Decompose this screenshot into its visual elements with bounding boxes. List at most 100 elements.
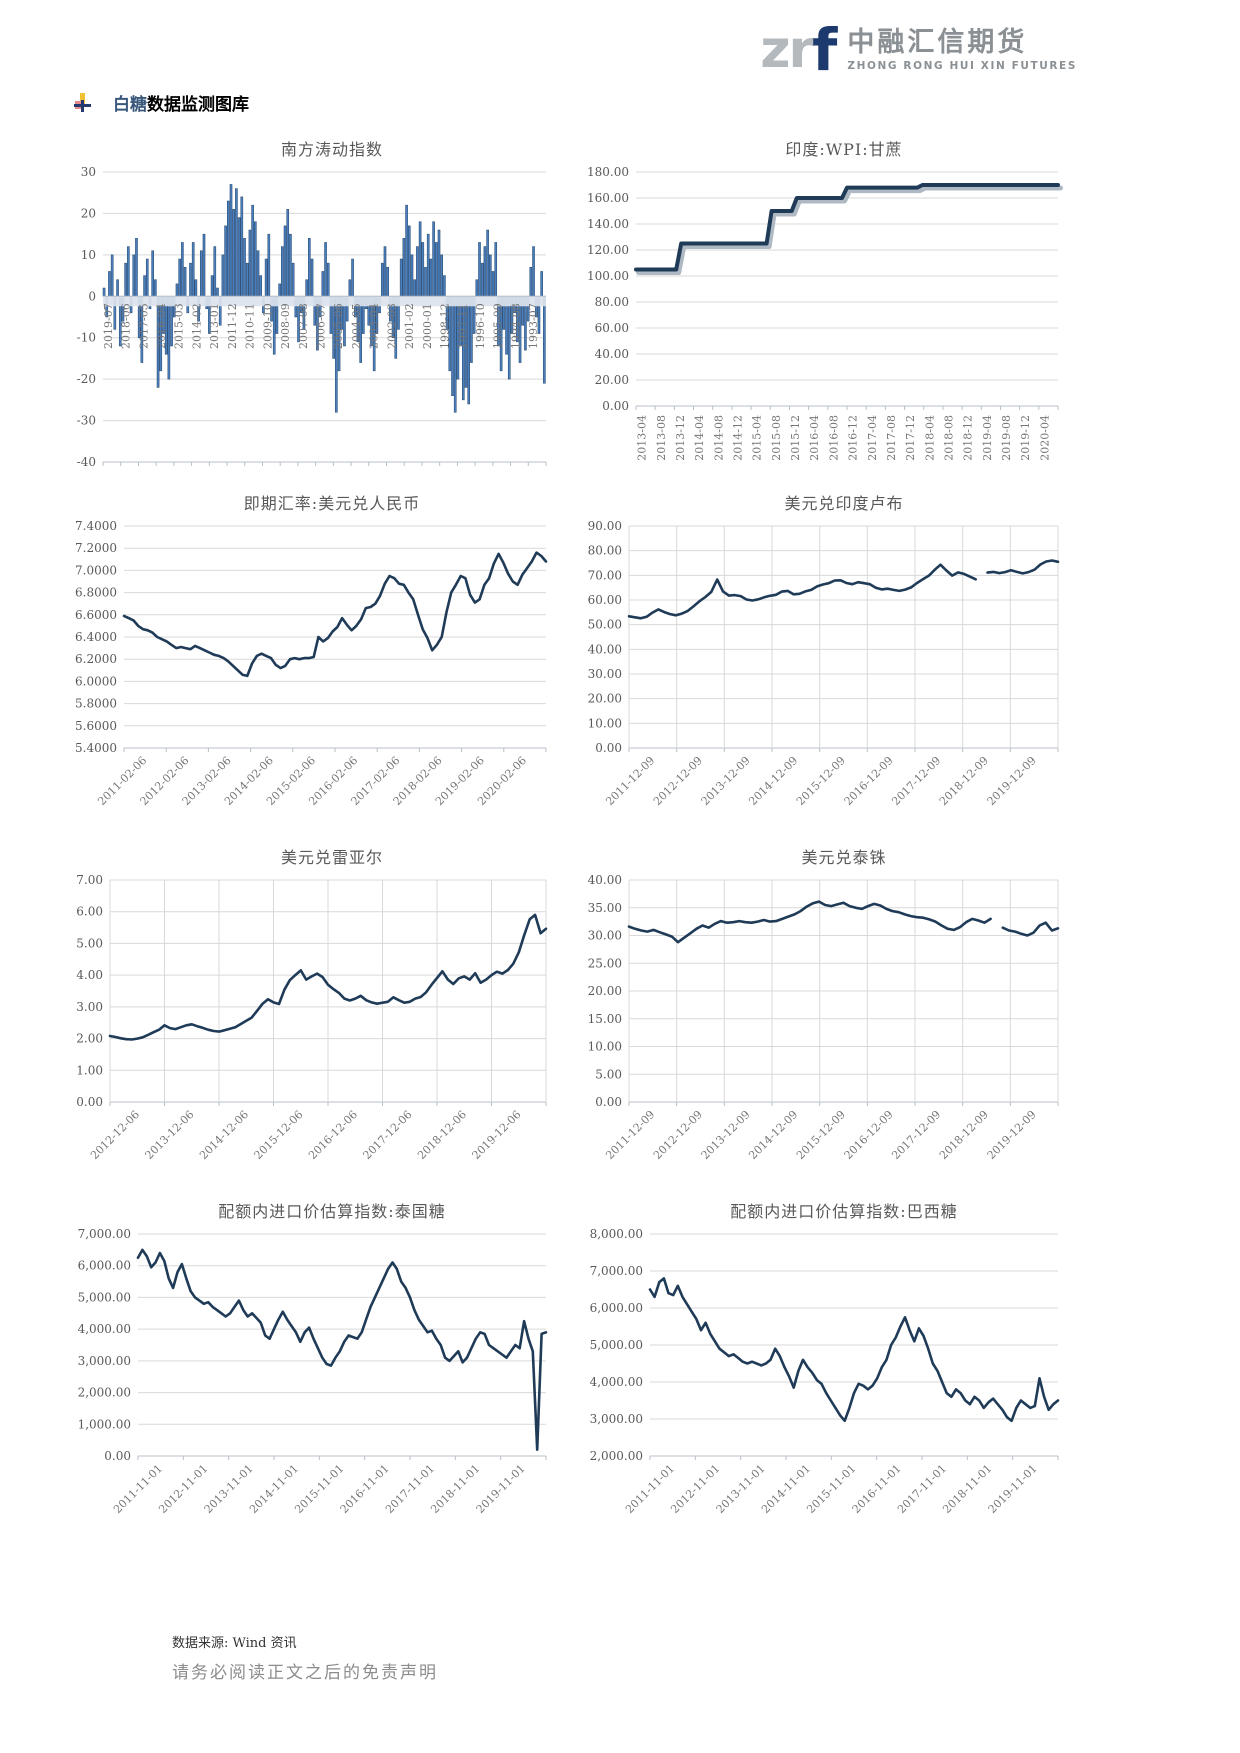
svg-text:2017-05: 2017-05 bbox=[137, 303, 150, 349]
chart-title: 印度:WPI:甘蔗 bbox=[785, 140, 903, 159]
chart-southern-oscillation-index: 南方涛动指数 30 20 10 0 -10 -20 -30 -40 2019-07 2018-06… bbox=[68, 134, 556, 478]
svg-text:2020-04: 2020-04 bbox=[1038, 415, 1051, 461]
page-title-highlight: 白糖 bbox=[113, 95, 147, 115]
svg-text:2013-12: 2013-12 bbox=[674, 415, 687, 461]
svg-text:7.2000: 7.2000 bbox=[75, 541, 117, 555]
svg-text:2003-04: 2003-04 bbox=[368, 303, 381, 349]
svg-text:2019-04: 2019-04 bbox=[981, 415, 994, 461]
svg-text:2019-12-09: 2019-12-09 bbox=[985, 754, 1039, 808]
chart-thai-sugar-plot: 7,000.00 6,000.00 5,000.00 4,000.00 3,000.00… bbox=[78, 1227, 548, 1516]
svg-text:-20: -20 bbox=[77, 372, 96, 386]
svg-text:1996-10: 1996-10 bbox=[474, 303, 487, 349]
svg-text:2013-08: 2013-08 bbox=[655, 415, 668, 461]
svg-text:2007-08: 2007-08 bbox=[297, 303, 310, 349]
svg-text:10: 10 bbox=[81, 248, 96, 262]
svg-text:2012-12-06: 2012-12-06 bbox=[88, 1108, 142, 1162]
svg-text:2019-07: 2019-07 bbox=[102, 303, 115, 349]
svg-text:0.00: 0.00 bbox=[104, 1449, 131, 1463]
svg-text:2018-12-06: 2018-12-06 bbox=[415, 1108, 469, 1162]
svg-text:2014-12-09: 2014-12-09 bbox=[746, 1108, 800, 1162]
svg-text:8,000.00: 8,000.00 bbox=[590, 1227, 643, 1241]
svg-text:1998-12: 1998-12 bbox=[439, 303, 452, 349]
svg-text:3,000.00: 3,000.00 bbox=[78, 1354, 131, 1368]
svg-text:1993-07: 1993-07 bbox=[527, 303, 540, 349]
svg-text:2006-07: 2006-07 bbox=[315, 303, 328, 349]
svg-text:2018-06: 2018-06 bbox=[120, 303, 133, 349]
chart-usd-cny: 即期汇率:美元兑人民币 7.4000 7.2000 7.0000 6.8000 6.60… bbox=[68, 488, 556, 832]
svg-text:6,000.00: 6,000.00 bbox=[78, 1259, 131, 1273]
svg-text:2014-02: 2014-02 bbox=[190, 303, 203, 349]
svg-text:2018-08: 2018-08 bbox=[943, 415, 956, 461]
svg-text:40.00: 40.00 bbox=[588, 642, 622, 656]
svg-text:4.00: 4.00 bbox=[76, 968, 103, 982]
svg-text:2013-12-09: 2013-12-09 bbox=[699, 1108, 753, 1162]
svg-text:2015-08: 2015-08 bbox=[770, 415, 783, 461]
svg-text:25.00: 25.00 bbox=[588, 956, 622, 970]
svg-text:10.00: 10.00 bbox=[588, 1040, 622, 1054]
svg-text:15.00: 15.00 bbox=[588, 1012, 622, 1026]
svg-text:30: 30 bbox=[81, 165, 96, 179]
svg-text:0.00: 0.00 bbox=[595, 741, 622, 755]
svg-text:2019-12: 2019-12 bbox=[1019, 415, 1032, 461]
chart-usd-inr: 美元兑印度卢布 90.00 80.00 70.00 60.00 50.00 40.00 30… bbox=[580, 488, 1068, 832]
svg-text:2016-04: 2016-04 bbox=[808, 415, 821, 461]
svg-text:5.00: 5.00 bbox=[76, 936, 103, 950]
svg-text:80.00: 80.00 bbox=[588, 544, 622, 558]
svg-text:6.00: 6.00 bbox=[76, 905, 103, 919]
svg-text:2015-12: 2015-12 bbox=[789, 415, 802, 461]
svg-text:0.00: 0.00 bbox=[602, 399, 629, 413]
svg-text:2011-12-09: 2011-12-09 bbox=[603, 754, 657, 808]
svg-text:7.00: 7.00 bbox=[76, 873, 103, 887]
svg-text:2004-05: 2004-05 bbox=[350, 303, 363, 349]
svg-text:90.00: 90.00 bbox=[588, 519, 622, 533]
svg-text:1997-11: 1997-11 bbox=[456, 303, 469, 349]
svg-text:2014-12-09: 2014-12-09 bbox=[746, 754, 800, 808]
svg-text:2008-09: 2008-09 bbox=[279, 303, 292, 349]
svg-text:5.6000: 5.6000 bbox=[75, 719, 117, 733]
svg-text:2017-12-09: 2017-12-09 bbox=[889, 1108, 943, 1162]
chart-brazil-sugar-import-index: 配额内进口价估算指数:巴西糖 8,000.00 7,000.00 6,000.00 5… bbox=[580, 1196, 1068, 1540]
svg-text:2001-02: 2001-02 bbox=[403, 303, 416, 349]
svg-text:6.6000: 6.6000 bbox=[75, 608, 117, 622]
chart-title: 美元兑印度卢布 bbox=[784, 494, 904, 513]
company-name-en: ZHONG RONG HUI XIN FUTURES bbox=[847, 59, 1077, 72]
svg-text:7,000.00: 7,000.00 bbox=[78, 1227, 131, 1241]
svg-text:2016-12-09: 2016-12-09 bbox=[842, 1108, 896, 1162]
svg-text:3.00: 3.00 bbox=[76, 1000, 103, 1014]
chart-title: 即期汇率:美元兑人民币 bbox=[243, 494, 421, 513]
svg-text:1995-09: 1995-09 bbox=[492, 303, 505, 349]
svg-text:2018-04: 2018-04 bbox=[923, 415, 936, 461]
svg-text:1,000.00: 1,000.00 bbox=[78, 1417, 131, 1431]
svg-text:60.00: 60.00 bbox=[588, 593, 622, 607]
svg-text:5,000.00: 5,000.00 bbox=[78, 1290, 131, 1304]
svg-text:2018-12-09: 2018-12-09 bbox=[937, 1108, 991, 1162]
svg-text:5.4000: 5.4000 bbox=[75, 741, 117, 755]
svg-text:2011-12: 2011-12 bbox=[226, 303, 239, 349]
svg-text:2016-08: 2016-08 bbox=[827, 415, 840, 461]
chart-title: 配额内进口价估算指数:泰国糖 bbox=[218, 1202, 446, 1221]
svg-text:7.4000: 7.4000 bbox=[75, 519, 117, 533]
svg-text:6.8000: 6.8000 bbox=[75, 586, 117, 600]
chart-usd-brl-plot: 7.00 6.00 5.00 4.00 3.00 2.00 1.00 0.002012-12-… bbox=[76, 873, 548, 1162]
svg-text:2012-12-09: 2012-12-09 bbox=[651, 1108, 705, 1162]
data-source-note: 数据来源: Wind 资讯 bbox=[172, 1636, 297, 1651]
svg-text:0.00: 0.00 bbox=[76, 1095, 103, 1109]
svg-text:4,000.00: 4,000.00 bbox=[590, 1375, 643, 1389]
list-bullet-icon bbox=[74, 92, 91, 113]
svg-text:2019-11-01: 2019-11-01 bbox=[986, 1462, 1040, 1516]
chart-title: 南方涛动指数 bbox=[280, 140, 383, 159]
svg-text:2013-04: 2013-04 bbox=[636, 415, 649, 461]
svg-text:2019-12-09: 2019-12-09 bbox=[985, 1108, 1039, 1162]
chart-thai-sugar-import-index: 配额内进口价估算指数:泰国糖 7,000.00 6,000.00 5,000.00 4… bbox=[68, 1196, 556, 1540]
svg-text:2017-12: 2017-12 bbox=[904, 415, 917, 461]
chart-southern-oscillation-plot: 30 20 10 0 -10 -20 -30 -40 2019-07 2018-06 2017-05… bbox=[77, 165, 547, 469]
svg-text:2018-12: 2018-12 bbox=[962, 415, 975, 461]
svg-text:20: 20 bbox=[81, 206, 96, 220]
svg-text:10.00: 10.00 bbox=[588, 716, 622, 730]
svg-text:3,000.00: 3,000.00 bbox=[590, 1412, 643, 1426]
svg-text:2,000.00: 2,000.00 bbox=[590, 1449, 643, 1463]
chart-usd-thb-plot: 40.00 35.00 30.00 25.00 20.00 15.00 10.00 5.00 0… bbox=[588, 873, 1060, 1162]
svg-text:2002-03: 2002-03 bbox=[385, 303, 398, 349]
svg-text:30.00: 30.00 bbox=[588, 929, 622, 943]
svg-text:60.00: 60.00 bbox=[595, 321, 629, 335]
